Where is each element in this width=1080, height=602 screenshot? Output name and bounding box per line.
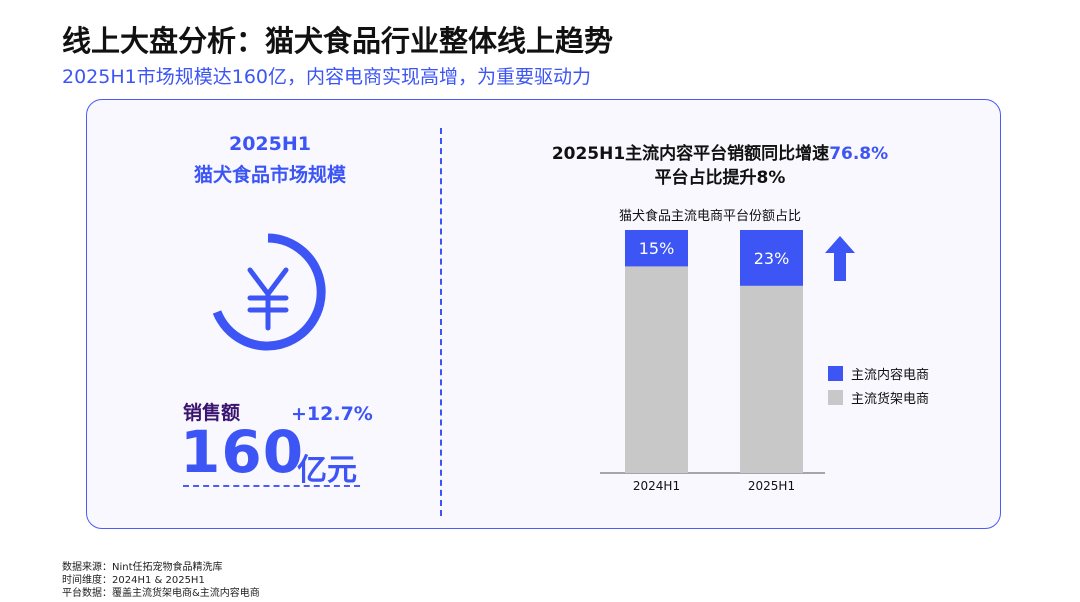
legend-item-content: 主流内容电商 [828, 364, 929, 383]
headline-value: 76.8% [829, 144, 889, 164]
divider [440, 128, 442, 516]
page-subtitle: 2025H1市场规模达160亿，内容电商实现高增，为重要驱动力 [62, 66, 591, 88]
left-title-year: 2025H1 [228, 133, 311, 155]
legend-swatch [828, 390, 843, 405]
footer-time: 时间维度：2024H1 & 2025H1 [62, 575, 205, 586]
headline-text: 2025H1主流内容平台销额同比增速 [551, 144, 830, 164]
sales-value: 160 [180, 418, 305, 486]
sales-label: 销售额 [183, 402, 241, 424]
legend-label: 主流货架电商 [851, 392, 930, 407]
bar-content-2024H1 [625, 230, 688, 267]
data-label: 23% [754, 249, 790, 268]
data-label: 15% [639, 239, 675, 258]
page-title: 线上大盘分析：猫犬食品行业整体线上趋势 [62, 24, 614, 58]
bar-shelf-2024H1 [625, 266, 688, 473]
chart-title: 猫犬食品主流电商平台份额占比 [618, 209, 801, 224]
up-arrow-icon [825, 236, 855, 281]
legend-label: 主流内容电商 [851, 368, 930, 383]
bar-shelf-2025H1 [740, 285, 803, 473]
legend-swatch [828, 366, 843, 381]
bar-content-2025H1 [740, 230, 803, 286]
footer-platform: 平台数据：覆盖主流货架电商&主流内容电商 [62, 588, 260, 599]
yen-icon [212, 233, 326, 351]
growth-rate: +12.7% [291, 403, 373, 425]
right-headline: 2025H1主流内容平台销额同比增速76.8% [520, 139, 920, 164]
left-title-market: 猫犬食品市场规模 [193, 164, 346, 186]
content-card [86, 99, 1001, 529]
footer-source: 数据来源：Nint任拓宠物食品精洗库 [62, 562, 223, 573]
dashed-underline [183, 485, 360, 487]
x-tick-label: 2025H1 [748, 479, 795, 493]
sales-unit: 亿元 [297, 453, 357, 488]
right-headline-line2: 平台占比提升8% [654, 168, 786, 188]
legend-item-shelf: 主流货架电商 [828, 388, 929, 407]
x-tick-label: 2024H1 [633, 479, 680, 493]
